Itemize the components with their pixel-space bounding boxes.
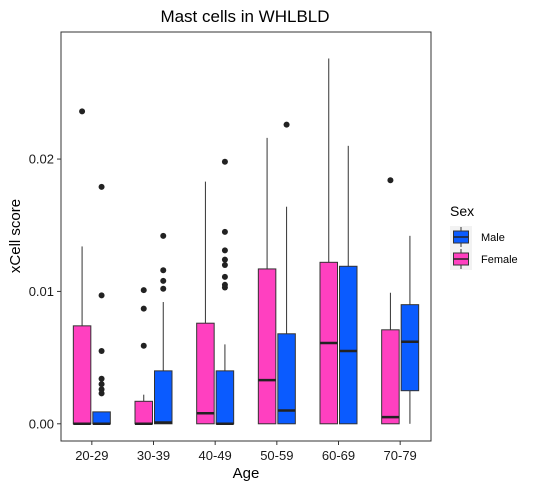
outlier-point — [160, 267, 167, 274]
box-male-20-29 — [92, 183, 111, 426]
box-iqr — [215, 370, 235, 425]
legend-item-male: Male — [450, 226, 505, 248]
legend-keys: Male Female — [450, 226, 518, 270]
outlier-point — [387, 177, 394, 184]
outlier-point — [221, 158, 228, 165]
box-iqr — [381, 329, 400, 425]
box-male-60-69 — [339, 145, 358, 425]
box-iqr — [92, 411, 111, 425]
outlier-point — [221, 256, 228, 263]
outlier-point — [221, 247, 228, 254]
box-iqr — [257, 268, 277, 425]
outlier-point — [98, 375, 105, 382]
box-male-30-39 — [154, 232, 173, 425]
x-tick-label: 60-69 — [322, 448, 355, 463]
x-axis-title: Age — [233, 465, 260, 482]
box-iqr — [134, 400, 153, 425]
legend-item-female: Female — [450, 248, 518, 270]
y-tick-label: 0.00 — [29, 416, 54, 431]
plot-marks — [72, 58, 420, 426]
outlier-point — [140, 287, 147, 294]
legend-label: Female — [481, 254, 518, 266]
y-axis-title: xCell score — [7, 199, 24, 273]
outlier-point — [140, 342, 147, 349]
box-iqr — [72, 325, 92, 425]
box-female-70-79 — [381, 177, 400, 425]
y-axis: 0.00 0.01 0.02 — [29, 152, 61, 431]
outlier-point — [221, 228, 228, 235]
box-female-50-59 — [257, 137, 277, 425]
box-female-60-69 — [319, 58, 338, 425]
legend-title: Sex — [450, 203, 474, 219]
x-tick-label: 40-49 — [199, 448, 232, 463]
box-iqr — [339, 265, 358, 425]
x-tick-label: 30-39 — [137, 448, 170, 463]
box-female-20-29 — [72, 108, 92, 426]
outlier-point — [140, 305, 147, 312]
x-axis: 20-29 30-39 40-49 50-59 60-69 70-79 — [75, 441, 417, 463]
outlier-point — [160, 277, 167, 284]
box-iqr — [277, 333, 296, 425]
y-tick-label: 0.01 — [29, 284, 54, 299]
box-iqr — [196, 322, 215, 425]
chart-title: Mast cells in WHLBLD — [160, 7, 329, 26]
outlier-point — [98, 390, 105, 397]
outlier-point — [98, 292, 105, 299]
box-female-40-49 — [196, 181, 215, 425]
y-tick-label: 0.02 — [29, 152, 54, 167]
outlier-point — [221, 273, 228, 280]
box-male-70-79 — [400, 235, 420, 424]
outlier-point — [79, 108, 86, 115]
outlier-point — [221, 261, 228, 268]
outlier-point — [160, 285, 167, 292]
box-male-40-49 — [215, 158, 235, 426]
outlier-point — [98, 183, 105, 190]
outlier-point — [221, 284, 228, 291]
plot-panel — [60, 31, 432, 442]
box-iqr — [154, 370, 173, 425]
x-tick-label: 50-59 — [260, 448, 293, 463]
outlier-point — [160, 232, 167, 239]
outlier-point — [283, 121, 290, 128]
legend-label: Male — [481, 232, 505, 244]
x-tick-label: 70-79 — [384, 448, 417, 463]
x-tick-label: 20-29 — [75, 448, 108, 463]
box-male-50-59 — [277, 121, 296, 425]
outlier-point — [98, 381, 105, 388]
outlier-point — [98, 347, 105, 354]
box-iqr — [400, 304, 420, 392]
box-female-30-39 — [134, 287, 153, 426]
legend: Sex Male Female — [450, 203, 518, 270]
